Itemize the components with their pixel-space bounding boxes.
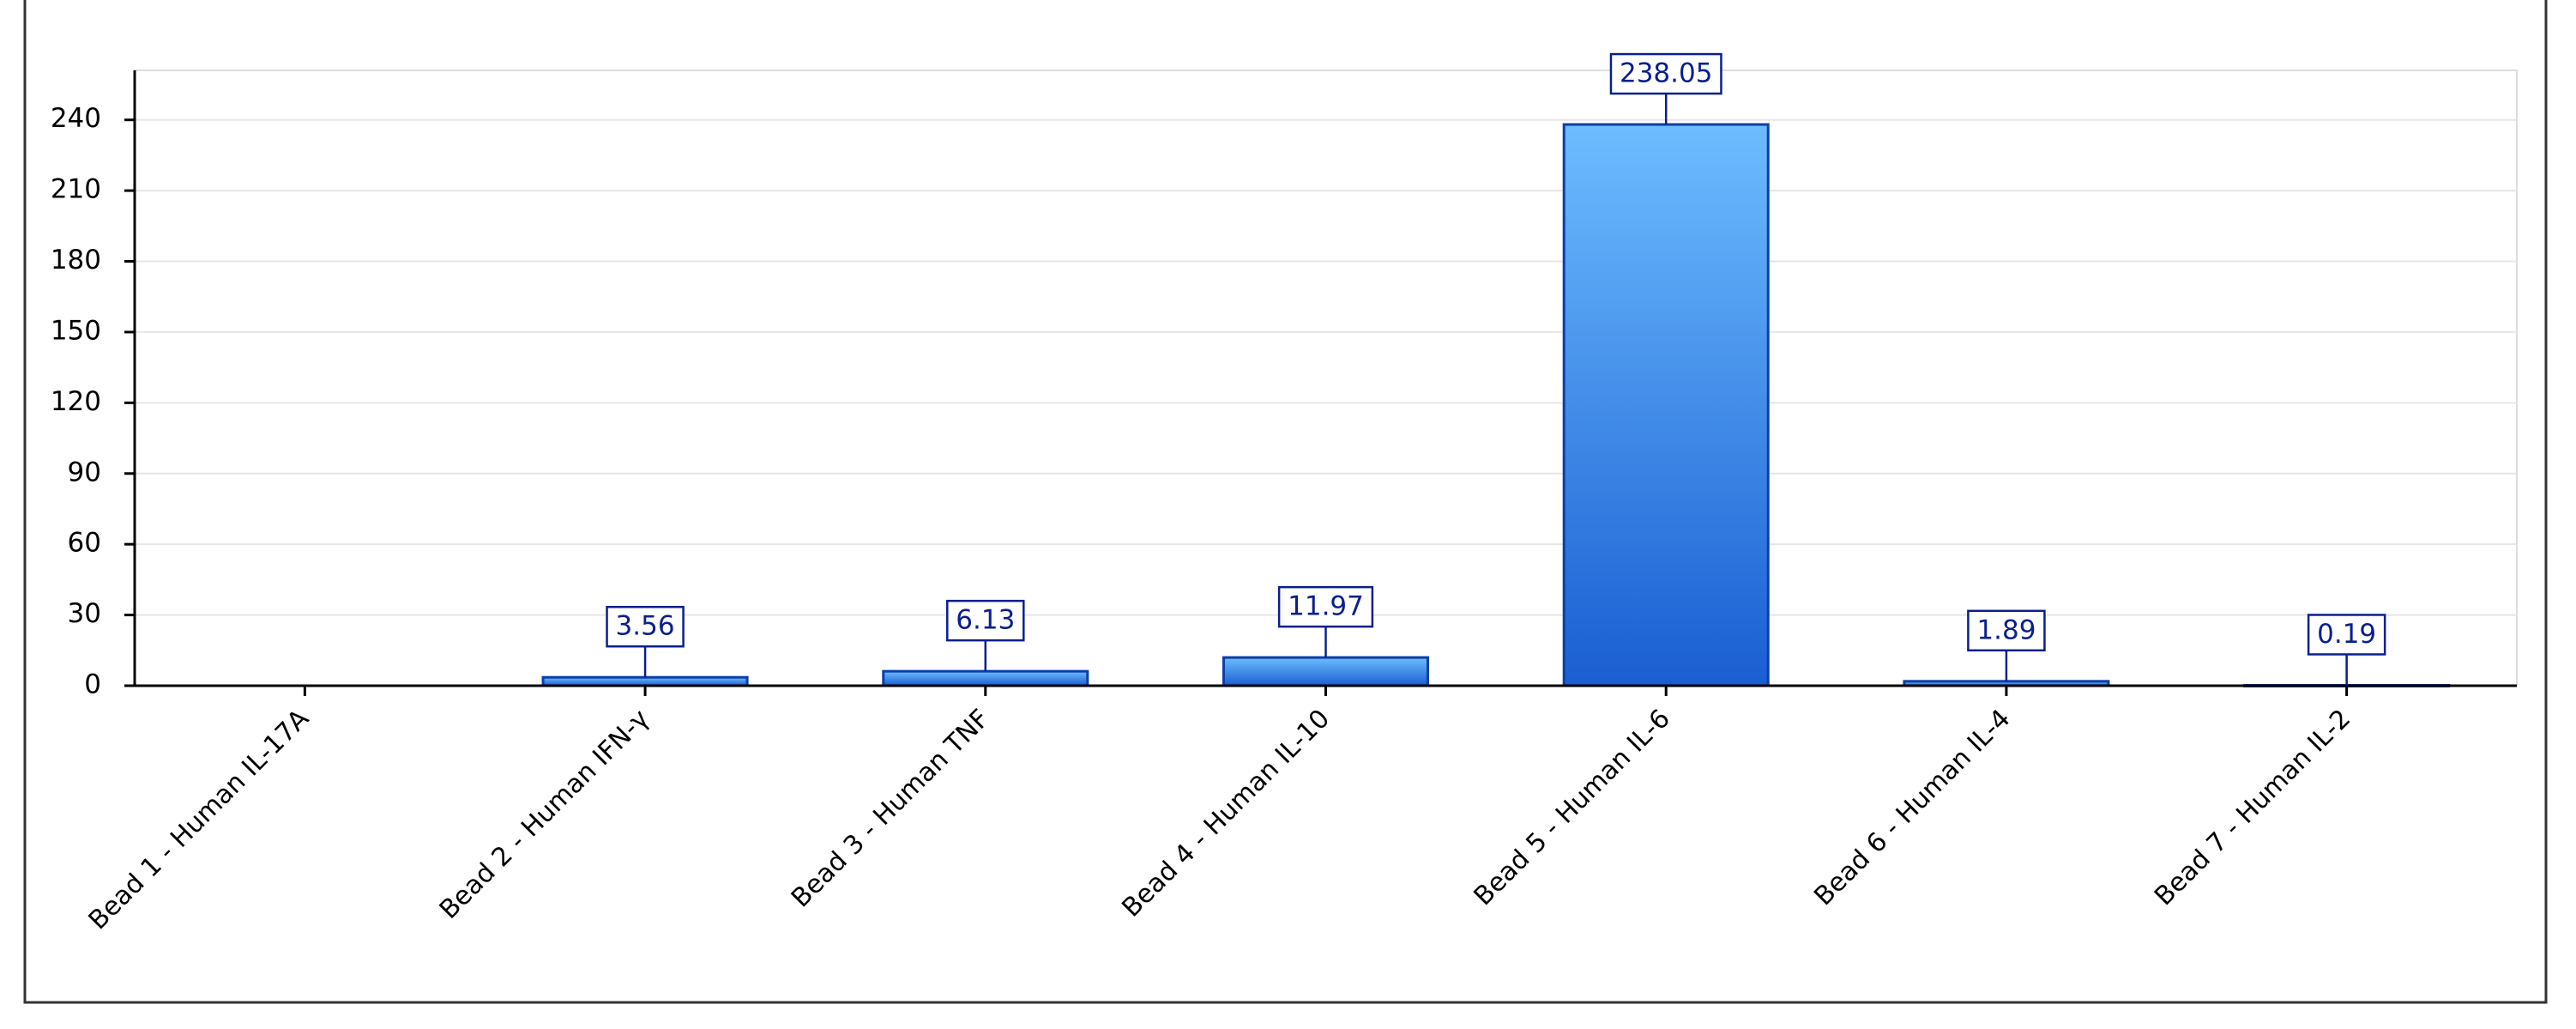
bar: [882, 669, 1089, 687]
y-tick-label: 30: [68, 598, 101, 629]
value-label-box: [606, 605, 685, 648]
value-label-box: [2307, 614, 2386, 656]
bar: [1222, 656, 1430, 687]
y-tick-label: 90: [68, 457, 101, 487]
value-label: 0.19: [2317, 619, 2376, 650]
y-tick-label: 120: [51, 386, 101, 417]
y-tick-label: 180: [51, 245, 101, 275]
value-label: 3.56: [616, 611, 675, 642]
y-tick-label: 60: [68, 528, 101, 559]
value-label-box: [946, 599, 1025, 642]
y-tick-label: 150: [51, 315, 101, 346]
y-tick-label: 240: [51, 103, 101, 134]
value-label-box: [1967, 609, 2046, 652]
y-tick-label: 0: [84, 669, 101, 700]
value-label: 6.13: [956, 605, 1015, 636]
bar: [1562, 123, 1770, 687]
value-label: 11.97: [1288, 591, 1364, 622]
value-label-box: [1277, 585, 1374, 628]
bars: [541, 123, 2451, 687]
plot-area: [134, 70, 2518, 687]
y-tick-label: 210: [51, 174, 101, 205]
value-label: 1.89: [1976, 614, 2036, 645]
value-label: 238.05: [1620, 58, 1712, 89]
value-label-box: [1609, 52, 1722, 95]
